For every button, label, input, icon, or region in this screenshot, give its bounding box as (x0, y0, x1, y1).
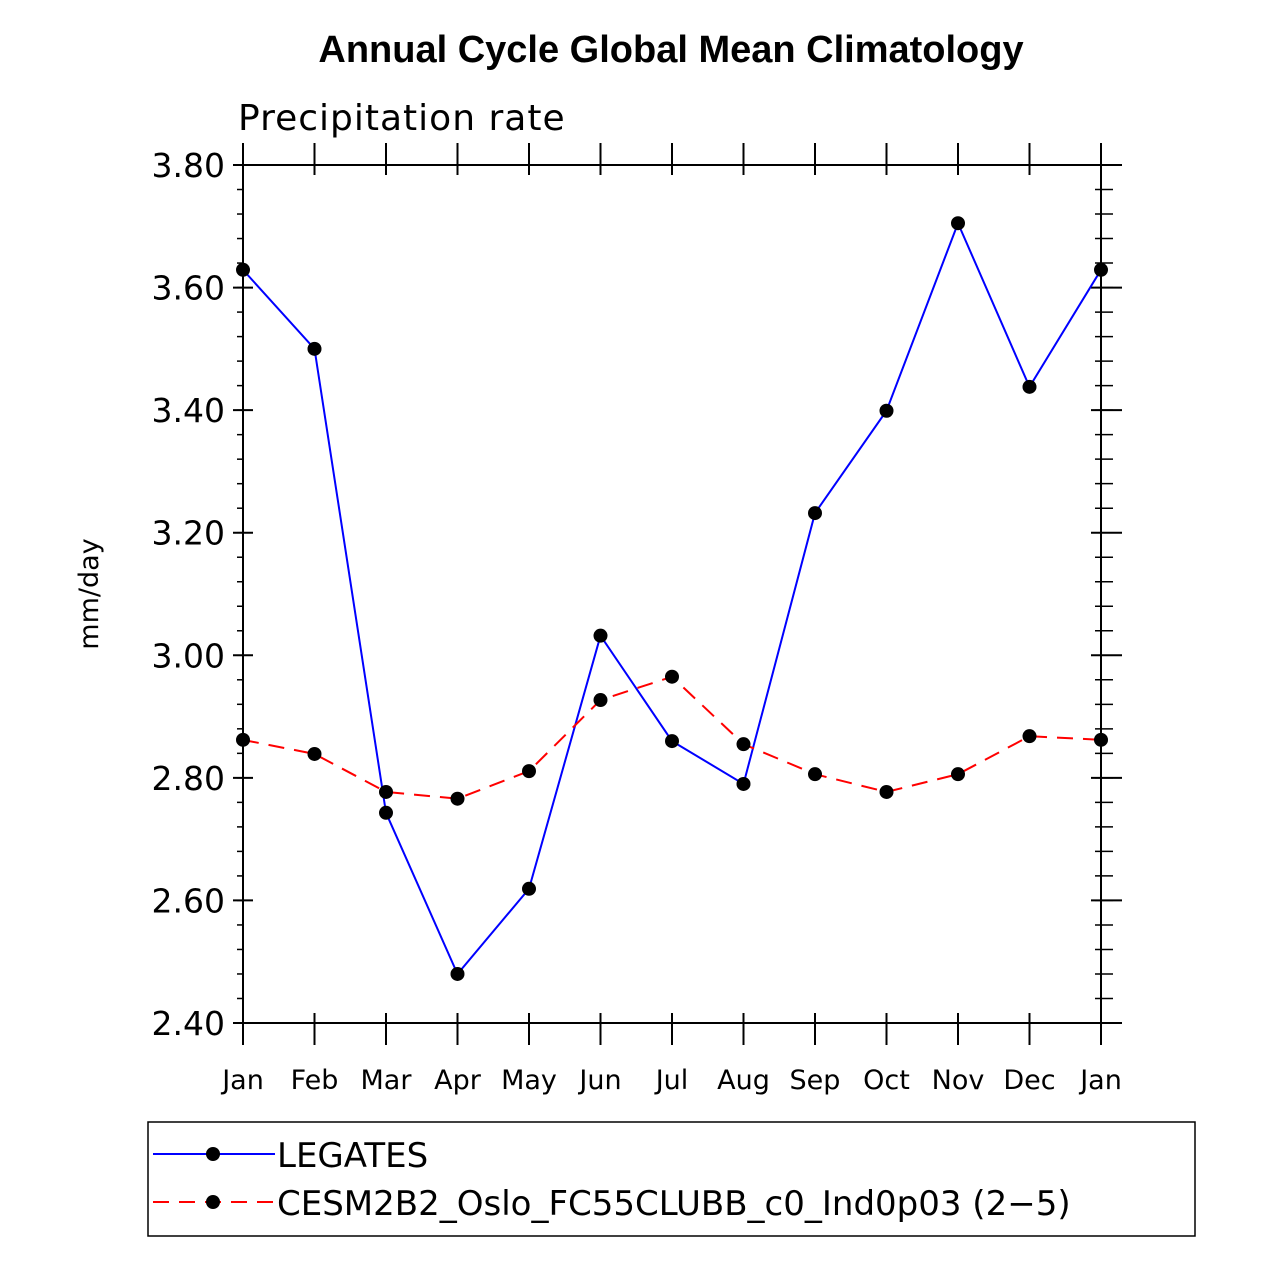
data-point (236, 732, 250, 747)
data-point (1094, 262, 1108, 277)
data-point (951, 767, 965, 782)
legend-label: LEGATES (277, 1136, 428, 1176)
data-point (1022, 379, 1037, 394)
data-point (307, 341, 322, 356)
x-tick-label: Apr (434, 1065, 482, 1096)
data-point (736, 737, 751, 752)
chart-title: Annual Cycle Global Mean Climatology (318, 29, 1023, 71)
data-point (379, 805, 393, 820)
x-tick-label: Aug (717, 1065, 770, 1096)
data-point (736, 776, 751, 791)
data-point (808, 767, 822, 782)
legend: LEGATES CESM2B2_Oslo_FC55CLUBB_c0_Ind0p03… (147, 1121, 1196, 1237)
data-point (450, 966, 465, 981)
data-point (522, 764, 536, 779)
y-tick-label: 3.20 (152, 514, 225, 553)
legend-label: CESM2B2_Oslo_FC55CLUBB_c0_Ind0p03 (2−5) (277, 1184, 1071, 1224)
y-tick-label: 3.80 (152, 146, 225, 185)
data-point (236, 262, 250, 277)
y-tick-label: 3.00 (152, 636, 225, 675)
chart-subtitle: Precipitation rate (238, 98, 566, 139)
legend-box (147, 1121, 1196, 1237)
x-tick-label: Mar (361, 1065, 413, 1096)
legend-marker (206, 1147, 220, 1161)
data-point (665, 734, 679, 749)
x-tick-label: Sep (790, 1065, 841, 1096)
series-line-0 (242, 220, 1102, 976)
data-point (522, 881, 536, 896)
data-point (593, 693, 608, 708)
data-point (879, 784, 894, 799)
y-tick-label: 2.80 (152, 759, 225, 798)
x-tick-label: Feb (291, 1065, 339, 1096)
data-point (593, 628, 608, 643)
y-tick-label: 3.60 (152, 269, 225, 308)
data-point (379, 784, 393, 799)
x-tick-label: Jan (1078, 1065, 1122, 1096)
y-tick-label: 2.60 (152, 881, 225, 920)
x-tick-label: Dec (1003, 1065, 1055, 1096)
data-point (665, 669, 679, 684)
x-tick-label: Jul (654, 1065, 689, 1096)
data-point (1094, 732, 1108, 747)
y-tick-label: 3.40 (152, 391, 225, 430)
data-point (951, 216, 965, 231)
y-axis-label: mm/day (74, 538, 105, 649)
x-tick-label: Oct (863, 1065, 910, 1096)
plot-frame (242, 164, 1102, 1024)
data-point (307, 746, 322, 761)
x-tick-label: Jun (577, 1065, 621, 1096)
x-tick-label: May (501, 1065, 557, 1096)
legend-marker (206, 1195, 220, 1209)
data-point (1022, 729, 1037, 744)
data-point (879, 403, 894, 418)
x-tick-label: Nov (932, 1065, 985, 1096)
y-tick-label: 2.40 (152, 1004, 225, 1043)
data-point (450, 791, 465, 806)
data-point (808, 506, 822, 521)
x-tick-label: Jan (220, 1065, 264, 1096)
